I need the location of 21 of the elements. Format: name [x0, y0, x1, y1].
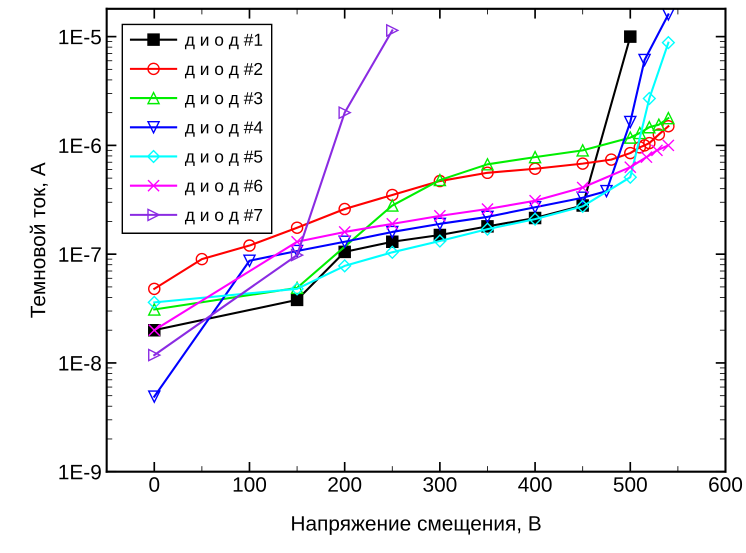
y-axis-title: Темновой ток, А — [30, 162, 48, 318]
x-tick-label: 400 — [518, 477, 552, 492]
y-tick-label: 1E-9 — [59, 464, 101, 480]
x-tick-label: 0 — [149, 477, 160, 492]
legend-label: д и о д #2 — [184, 62, 262, 78]
legend-label: д и о д #5 — [184, 150, 262, 166]
x-tick-label: 500 — [614, 477, 647, 492]
legend-label: д и о д #3 — [184, 92, 262, 108]
legend-label: д и о д #4 — [184, 121, 263, 137]
y-tick-label: 1E-6 — [59, 138, 101, 154]
legend-label: д и о д #1 — [184, 34, 262, 50]
legend-label: д и о д #7 — [184, 209, 262, 224]
x-tick-label: 100 — [234, 477, 266, 492]
x-tick-label: 200 — [328, 477, 362, 492]
x-axis-title: Напряжение смещения, В — [292, 516, 541, 535]
x-tick-label: 600 — [709, 477, 742, 492]
y-tick-label: 1E-7 — [59, 247, 101, 262]
y-tick-label: 1E-5 — [59, 30, 101, 44]
legend-label: д и о д #6 — [184, 180, 262, 196]
y-tick-label: 1E-8 — [59, 356, 101, 371]
x-tick-label: 300 — [423, 477, 456, 492]
